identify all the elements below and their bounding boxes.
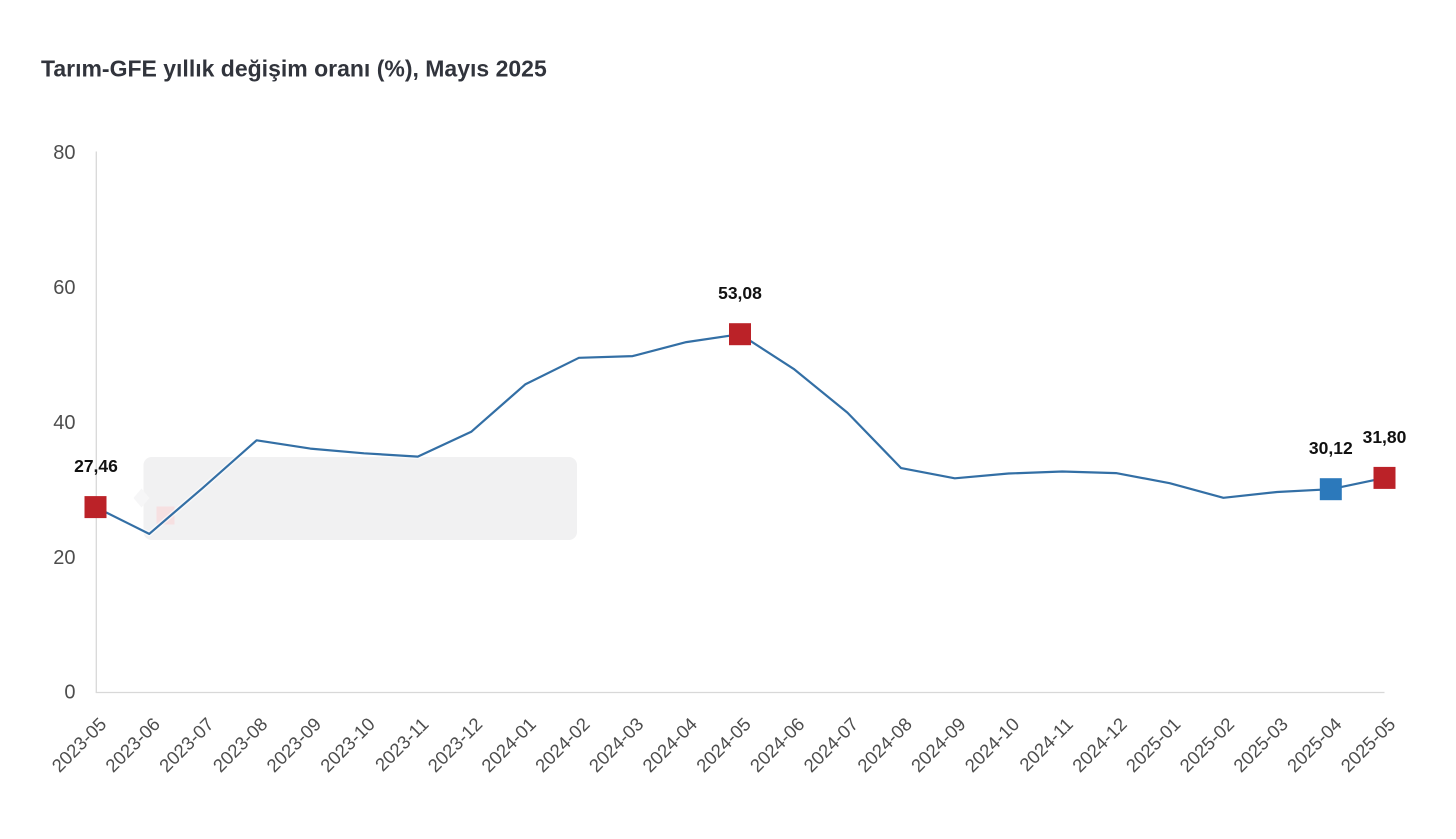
svg-text:53,08: 53,08 — [718, 283, 762, 303]
svg-text:60: 60 — [53, 277, 75, 299]
svg-text:80: 80 — [53, 142, 75, 164]
svg-text:27,46: 27,46 — [74, 456, 118, 476]
svg-text:31,80: 31,80 — [1363, 427, 1407, 447]
svg-text:Tarım-GFE yıllık değişim oranı: Tarım-GFE yıllık değişim oranı (%), Mayı… — [41, 56, 547, 82]
svg-text:20: 20 — [53, 547, 75, 569]
svg-text:0: 0 — [64, 681, 75, 703]
svg-text:40: 40 — [53, 412, 75, 434]
svg-text:30,12: 30,12 — [1309, 438, 1353, 458]
